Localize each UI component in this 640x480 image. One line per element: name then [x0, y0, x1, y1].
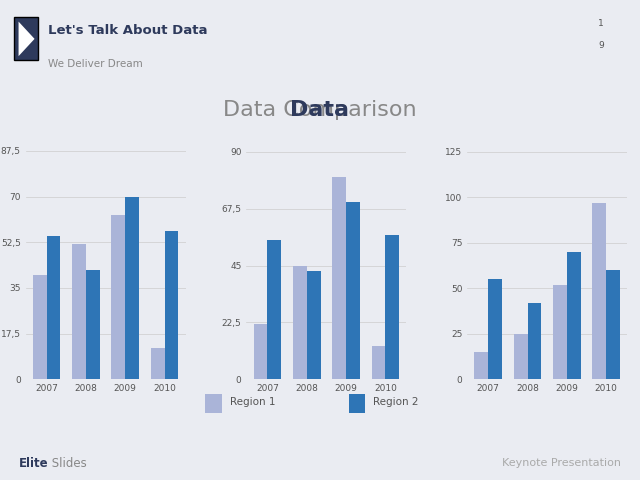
Polygon shape [19, 22, 35, 56]
Text: Region 1: Region 1 [230, 397, 275, 408]
Text: Let's Talk About Data: Let's Talk About Data [48, 24, 207, 37]
Bar [349, 394, 365, 413]
Text: Data: Data [291, 100, 349, 120]
FancyBboxPatch shape [14, 17, 38, 60]
Text: Keynote Presentation: Keynote Presentation [502, 458, 621, 468]
Bar [606, 270, 620, 379]
Bar [332, 177, 346, 379]
Bar [372, 347, 385, 379]
Bar [553, 285, 567, 379]
Bar [33, 275, 47, 379]
Text: Elite: Elite [19, 456, 49, 470]
Text: Region 2: Region 2 [373, 397, 419, 408]
Bar [593, 203, 606, 379]
Bar [268, 240, 281, 379]
Bar [72, 243, 86, 379]
Text: Data Comparison: Data Comparison [223, 100, 417, 120]
Bar [164, 230, 179, 379]
Bar [86, 270, 100, 379]
Bar [307, 271, 321, 379]
Bar [527, 303, 541, 379]
Bar [111, 215, 125, 379]
Bar [567, 252, 580, 379]
Bar [346, 203, 360, 379]
Bar [474, 352, 488, 379]
Bar [385, 235, 399, 379]
Bar [514, 334, 527, 379]
Bar [125, 197, 139, 379]
Text: Slides: Slides [48, 456, 87, 470]
Bar [205, 394, 221, 413]
Bar [293, 265, 307, 379]
Bar [47, 236, 60, 379]
Bar [253, 324, 268, 379]
Text: 1: 1 [598, 19, 604, 28]
Bar [488, 279, 502, 379]
Text: We Deliver Dream: We Deliver Dream [48, 59, 143, 69]
Text: 9: 9 [598, 41, 604, 50]
Bar [151, 348, 164, 379]
